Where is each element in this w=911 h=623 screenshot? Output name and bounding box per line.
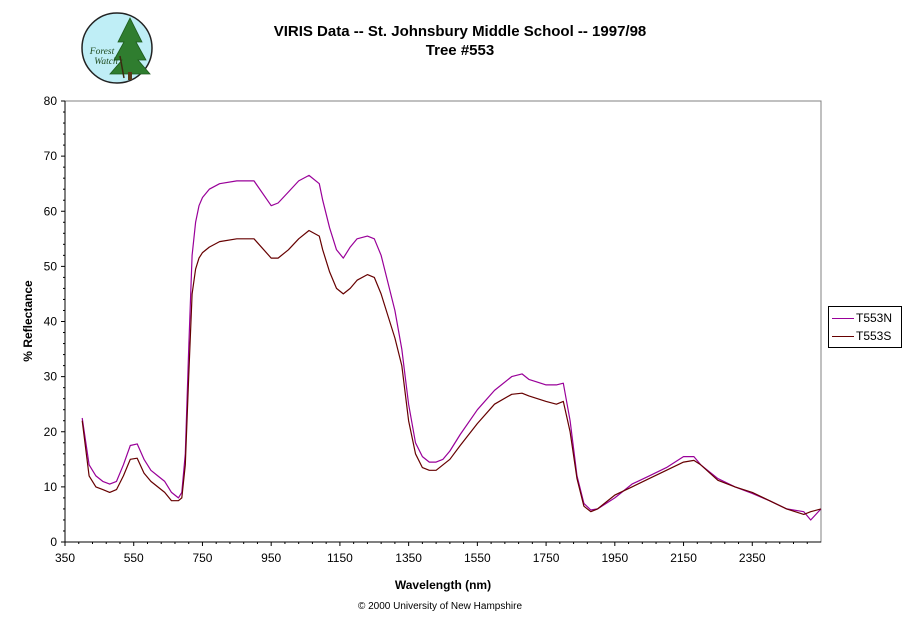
x-tick-label: 1550 [464,551,491,565]
x-tick-label: 1750 [533,551,560,565]
x-tick-label: 550 [124,551,144,565]
x-tick-label: 1350 [395,551,422,565]
x-tick-label: 950 [261,551,281,565]
copyright-footer: © 2000 University of New Hampshire [357,601,523,612]
legend-label-t553s: T553S [856,329,892,343]
y-tick-label: 80 [44,94,58,108]
x-tick-label: 2350 [739,551,766,565]
x-tick-label: 750 [192,551,212,565]
legend: T553N T553S [828,306,902,348]
y-tick-label: 0 [50,535,57,549]
chart-title: VIRIS Data -- St. Johnsbury Middle Schoo… [273,23,647,40]
series-layer [81,174,822,521]
y-tick-label: 70 [44,149,58,163]
series-line-t553n [81,174,822,521]
y-tick-label: 10 [44,480,58,494]
logo-text-forest: Forest [89,47,115,57]
forest-watch-logo: Forest Watch [81,12,153,84]
legend-item-t553s: T553S [832,328,891,344]
x-axis-label: Wavelength (nm) [395,578,491,592]
y-tick-label: 20 [44,425,58,439]
plot-area [64,100,822,543]
y-tick-label: 60 [44,204,58,218]
y-tick-label: 30 [44,370,58,384]
y-tick-label: 40 [44,315,58,329]
y-axis-label: % Reflectance [21,280,35,362]
x-tick-label: 1150 [327,551,353,565]
chart-subtitle: Tree #553 [425,42,495,59]
legend-swatch-t553n [832,318,854,320]
legend-swatch-t553s [832,336,854,338]
series-line-t553s [81,229,822,516]
chart-title-block: VIRIS Data -- St. Johnsbury Middle Schoo… [220,22,700,60]
logo-text-watch: Watch [94,57,118,67]
axes: 0 10 20 30 40 50 60 70 80 350 550 750 950 1150 1350 155… [44,94,821,565]
y-tick-label: 50 [44,259,58,273]
x-tick-label: 350 [55,551,75,565]
legend-label-t553n: T553N [856,311,893,325]
legend-item-t553n: T553N [832,310,892,326]
x-tick-label: 2150 [670,551,697,565]
x-tick-label: 1950 [601,551,628,565]
